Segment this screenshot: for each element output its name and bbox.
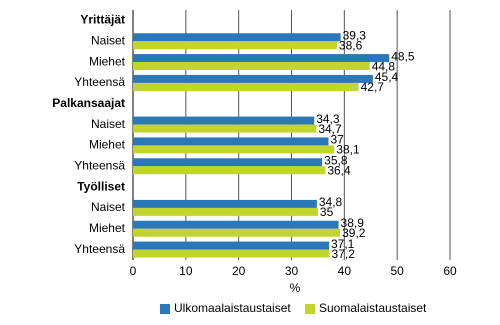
data-label: 34,7 [318, 122, 342, 136]
x-tick-label: 10 [179, 264, 193, 278]
legend-swatch [160, 304, 170, 314]
bar [133, 82, 359, 91]
data-label: 37,1 [331, 237, 355, 251]
bar [133, 62, 370, 71]
bar [133, 220, 339, 229]
bar [133, 33, 341, 42]
data-label: 34,8 [319, 195, 343, 209]
bar [133, 249, 330, 258]
y-tick-label: Yhteensä [74, 242, 125, 256]
data-label: 35,8 [324, 153, 348, 167]
bar [133, 207, 318, 216]
x-tick-label: 50 [390, 264, 404, 278]
bar [133, 41, 337, 50]
data-label: 34,3 [316, 112, 340, 126]
x-tick-label: 40 [338, 264, 352, 278]
x-tick-label: 60 [443, 264, 457, 278]
y-tick-label: Yhteensä [74, 75, 125, 89]
y-tick-label: Miehet [89, 221, 126, 235]
y-tick-label: Naiset [91, 200, 126, 214]
y-tick-label: Palkansaajat [52, 96, 125, 110]
data-label: 42,7 [361, 80, 385, 94]
data-label: 45,4 [375, 70, 399, 84]
data-label: 38,6 [339, 38, 363, 52]
data-label: 39,2 [342, 226, 366, 240]
bar [133, 241, 330, 250]
x-tick-label: 0 [130, 264, 137, 278]
legend-label: Suomalaistaustaiset [319, 301, 427, 315]
data-label: 38,1 [336, 143, 360, 157]
y-tick-label: Miehet [89, 54, 126, 68]
bar [133, 145, 335, 154]
data-label: 36,4 [327, 163, 351, 177]
x-axis-title: % [290, 281, 301, 295]
data-label: 48,5 [391, 49, 415, 63]
bar [133, 228, 341, 237]
bar [133, 158, 323, 167]
bar [133, 54, 390, 63]
y-tick-label: Yhteensä [74, 158, 125, 172]
bar [133, 116, 315, 125]
data-label: 37,2 [332, 247, 356, 261]
data-label: 38,9 [341, 216, 365, 230]
bar [133, 199, 317, 208]
bar [133, 166, 326, 175]
x-tick-label: 30 [285, 264, 299, 278]
y-tick-label: Yrittäjät [80, 13, 125, 27]
y-tick-label: Naiset [91, 33, 126, 47]
legend-swatch [305, 304, 315, 314]
data-label: 37 [330, 133, 344, 147]
legend-label: Ulkomaalaistaustaiset [174, 301, 291, 315]
y-tick-label: Naiset [91, 117, 126, 131]
data-label: 35 [320, 205, 334, 219]
y-tick-label: Työlliset [77, 179, 125, 193]
bar [133, 124, 317, 133]
bar [133, 74, 373, 83]
data-label: 44,8 [372, 59, 396, 73]
x-tick-label: 20 [232, 264, 246, 278]
data-label: 39,3 [343, 28, 367, 42]
bar [133, 137, 329, 146]
y-tick-label: Miehet [89, 138, 126, 152]
